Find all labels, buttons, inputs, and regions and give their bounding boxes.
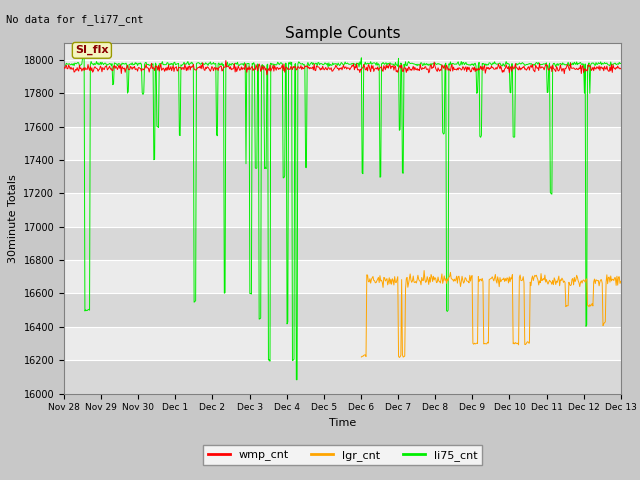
Bar [64, 60, 621, 93]
Bar [64, 360, 621, 394]
Bar [64, 127, 621, 160]
Bar [64, 227, 621, 260]
Text: No data for f_li77_cnt: No data for f_li77_cnt [6, 14, 144, 25]
Bar [64, 160, 621, 193]
Bar [64, 260, 621, 293]
Title: Sample Counts: Sample Counts [285, 25, 400, 41]
Y-axis label: 30minute Totals: 30minute Totals [8, 174, 18, 263]
X-axis label: Time: Time [329, 418, 356, 428]
Legend: wmp_cnt, lgr_cnt, li75_cnt: wmp_cnt, lgr_cnt, li75_cnt [203, 445, 482, 465]
Bar [64, 93, 621, 127]
Bar [64, 293, 621, 327]
Text: SI_flx: SI_flx [75, 45, 109, 56]
Bar [64, 193, 621, 227]
Bar [64, 327, 621, 360]
